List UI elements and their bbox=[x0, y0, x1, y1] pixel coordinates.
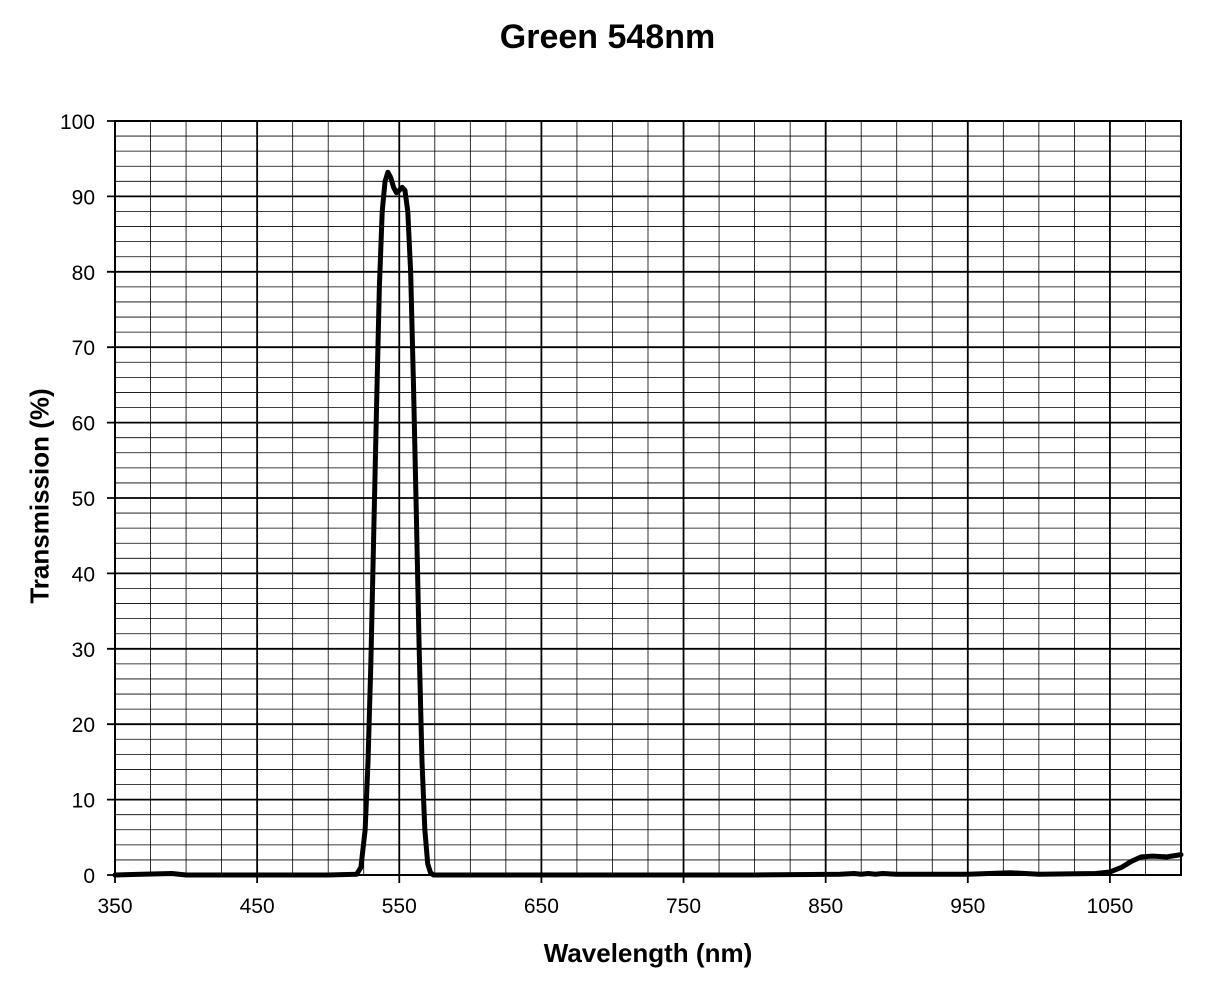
x-tick-labels: 350 450 550 650 750 850 950 1050 bbox=[97, 895, 1133, 918]
y-tick-label: 60 bbox=[72, 413, 95, 436]
y-tick-label: 20 bbox=[72, 714, 95, 737]
y-tick-label: 30 bbox=[72, 639, 95, 662]
transmission-curve bbox=[112, 169, 1184, 878]
y-tick-label: 70 bbox=[72, 337, 95, 360]
x-tick-label: 550 bbox=[382, 895, 417, 918]
major-grid bbox=[107, 120, 1181, 883]
x-tick-label: 1050 bbox=[1087, 895, 1134, 918]
x-tick-label: 850 bbox=[808, 895, 843, 918]
x-tick-label: 350 bbox=[97, 895, 132, 918]
y-tick-labels: 0 10 20 30 40 50 60 70 80 90 100 bbox=[60, 111, 95, 888]
y-tick-label: 10 bbox=[72, 790, 95, 813]
x-tick-label: 950 bbox=[950, 895, 985, 918]
y-tick-label: 100 bbox=[60, 111, 95, 134]
chart-title: Green 548nm bbox=[499, 18, 716, 56]
y-tick-label: 50 bbox=[72, 488, 95, 511]
x-tick-label: 450 bbox=[240, 895, 275, 918]
x-tick-label: 750 bbox=[666, 895, 701, 918]
y-tick-label: 40 bbox=[72, 563, 95, 586]
y-tick-label: 80 bbox=[72, 262, 95, 285]
x-tick-label: 650 bbox=[524, 895, 559, 918]
y-tick-label: 0 bbox=[83, 865, 95, 888]
y-tick-label: 90 bbox=[72, 186, 95, 209]
x-axis-label: Wavelength (nm) bbox=[543, 938, 753, 968]
